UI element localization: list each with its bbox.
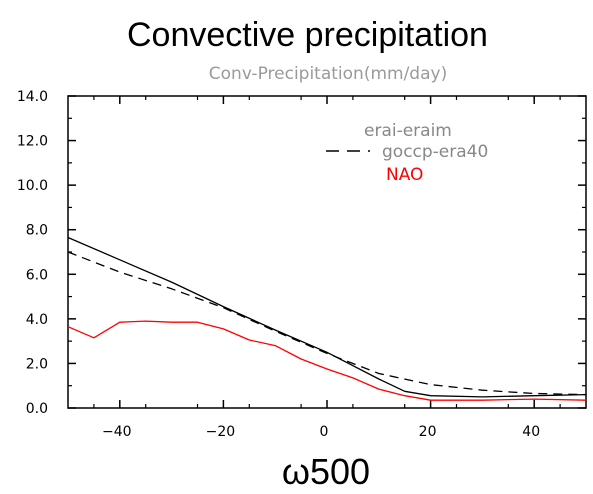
y-tick-label: 6.0 bbox=[26, 267, 48, 283]
series-line-2 bbox=[67, 251, 587, 396]
legend-label-2: goccp-era40 bbox=[382, 142, 488, 162]
chart-title: Convective precipitation bbox=[127, 16, 488, 54]
y-tick-label: 10.0 bbox=[17, 178, 48, 194]
x-tick-label: −40 bbox=[102, 424, 132, 440]
series-line-3 bbox=[67, 320, 587, 401]
y-tick-label: 8.0 bbox=[26, 223, 48, 239]
plot-frame bbox=[67, 95, 587, 409]
chart-subtitle: Conv-Precipitation(mm/day) bbox=[209, 64, 447, 84]
x-tick-label: −20 bbox=[206, 424, 236, 440]
x-tick-label: 40 bbox=[522, 424, 540, 440]
y-tick-label: 12.0 bbox=[17, 134, 48, 150]
axis-ticks bbox=[68, 95, 586, 409]
x-tick-labels: −40 −20 0 20 40 bbox=[102, 424, 540, 440]
x-tick-label: 20 bbox=[419, 424, 437, 440]
y-tick-labels: 0.0 2.0 4.0 6.0 8.0 10.0 12.0 14.0 bbox=[17, 89, 48, 417]
legend-label-3: NAO bbox=[386, 165, 423, 185]
y-tick-label: 0.0 bbox=[26, 401, 48, 417]
series-lines bbox=[67, 236, 587, 401]
y-tick-label: 14.0 bbox=[17, 89, 48, 105]
legend-label-1: erai-eraim bbox=[364, 121, 452, 141]
x-tick-label: 0 bbox=[320, 424, 329, 440]
x-axis-label: ω500 bbox=[282, 451, 370, 492]
y-tick-label: 2.0 bbox=[26, 356, 48, 372]
y-tick-label: 4.0 bbox=[26, 312, 48, 328]
series-line-1 bbox=[67, 236, 587, 398]
